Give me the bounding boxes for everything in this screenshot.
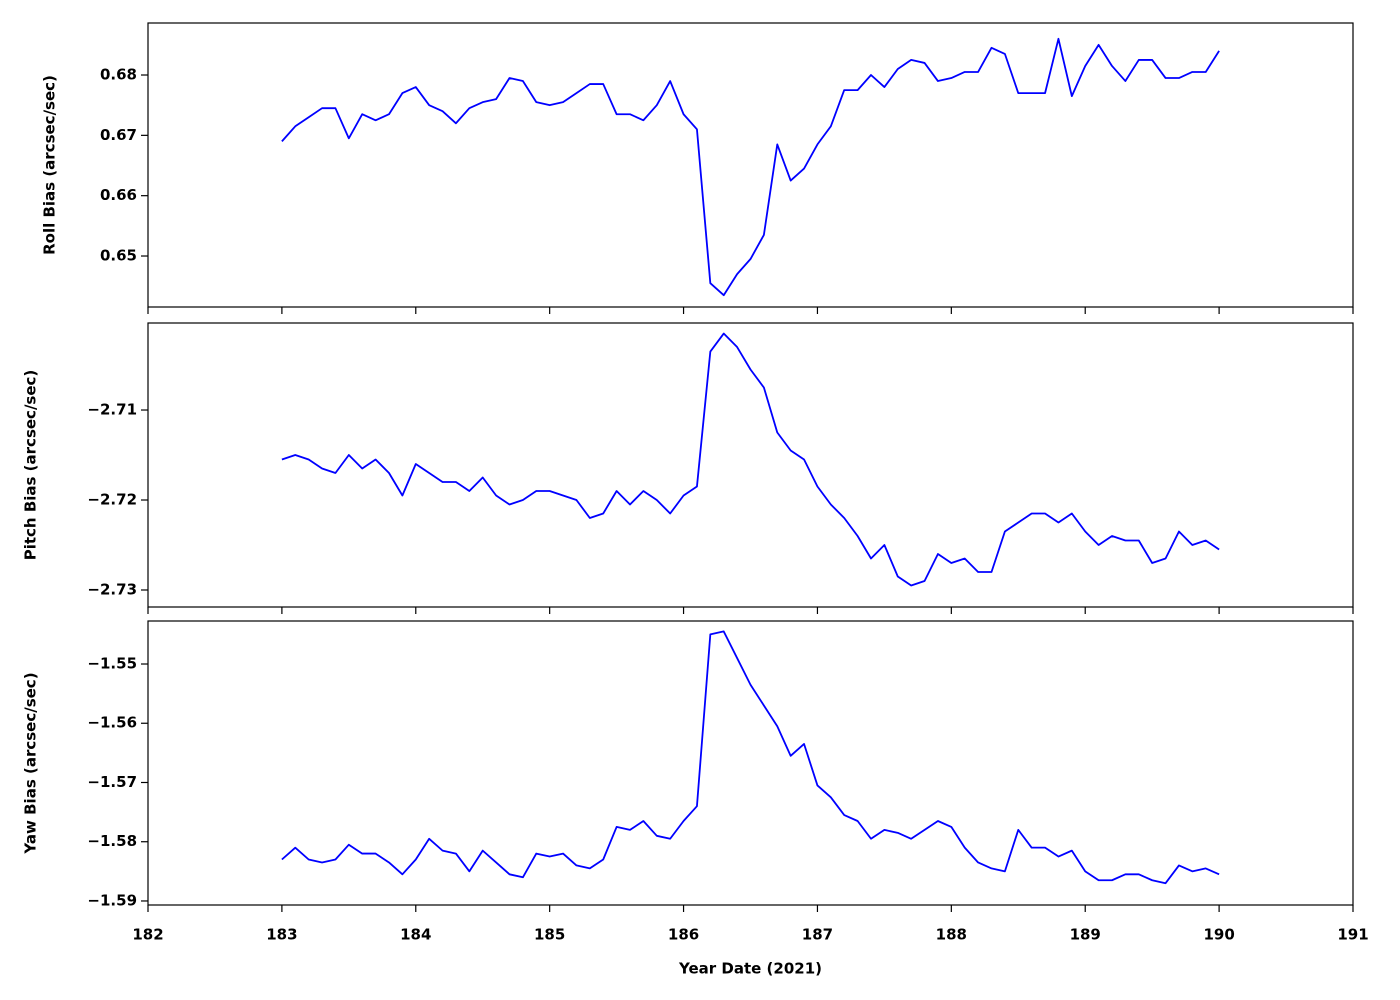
y-tick-label: −1.56 bbox=[87, 714, 137, 732]
plot-frame bbox=[147, 620, 1354, 906]
x-tick-label: 183 bbox=[266, 926, 297, 944]
x-tick-label: 187 bbox=[802, 926, 833, 944]
x-tick-label: 188 bbox=[936, 926, 967, 944]
x-tick-label: 190 bbox=[1203, 926, 1234, 944]
x-axis-label: Year Date (2021) bbox=[678, 960, 822, 978]
y-tick-label: −1.57 bbox=[87, 773, 137, 791]
y-tick-label: −1.59 bbox=[87, 891, 137, 909]
y-tick-label: −2.72 bbox=[87, 491, 137, 509]
y-tick-label: −1.58 bbox=[87, 832, 137, 850]
y-tick-label: −2.71 bbox=[87, 401, 137, 419]
y-tick-label: 0.65 bbox=[100, 247, 137, 265]
data-line bbox=[281, 630, 1220, 885]
x-tick-label: 189 bbox=[1070, 926, 1101, 944]
y-tick-label: −1.55 bbox=[87, 655, 137, 673]
data-line bbox=[281, 332, 1220, 587]
y-tick-label: 0.66 bbox=[100, 186, 137, 204]
x-tick-label: 191 bbox=[1337, 926, 1368, 944]
data-line bbox=[281, 37, 1220, 297]
x-tick-label: 185 bbox=[534, 926, 565, 944]
y-tick-label: −2.73 bbox=[87, 580, 137, 598]
x-tick-label: 184 bbox=[400, 926, 431, 944]
y-axis-label: Yaw Bias (arcsec/sec) bbox=[22, 672, 40, 854]
x-tick-label: 186 bbox=[668, 926, 699, 944]
y-axis-label: Pitch Bias (arcsec/sec) bbox=[22, 370, 40, 561]
y-axis-label: Roll Bias (arcsec/sec) bbox=[41, 75, 59, 255]
y-tick-label: 0.67 bbox=[100, 126, 137, 144]
x-tick-label: 182 bbox=[132, 926, 163, 944]
plot-frame bbox=[147, 322, 1354, 608]
plot-frame bbox=[147, 22, 1354, 308]
y-tick-label: 0.68 bbox=[100, 66, 137, 84]
